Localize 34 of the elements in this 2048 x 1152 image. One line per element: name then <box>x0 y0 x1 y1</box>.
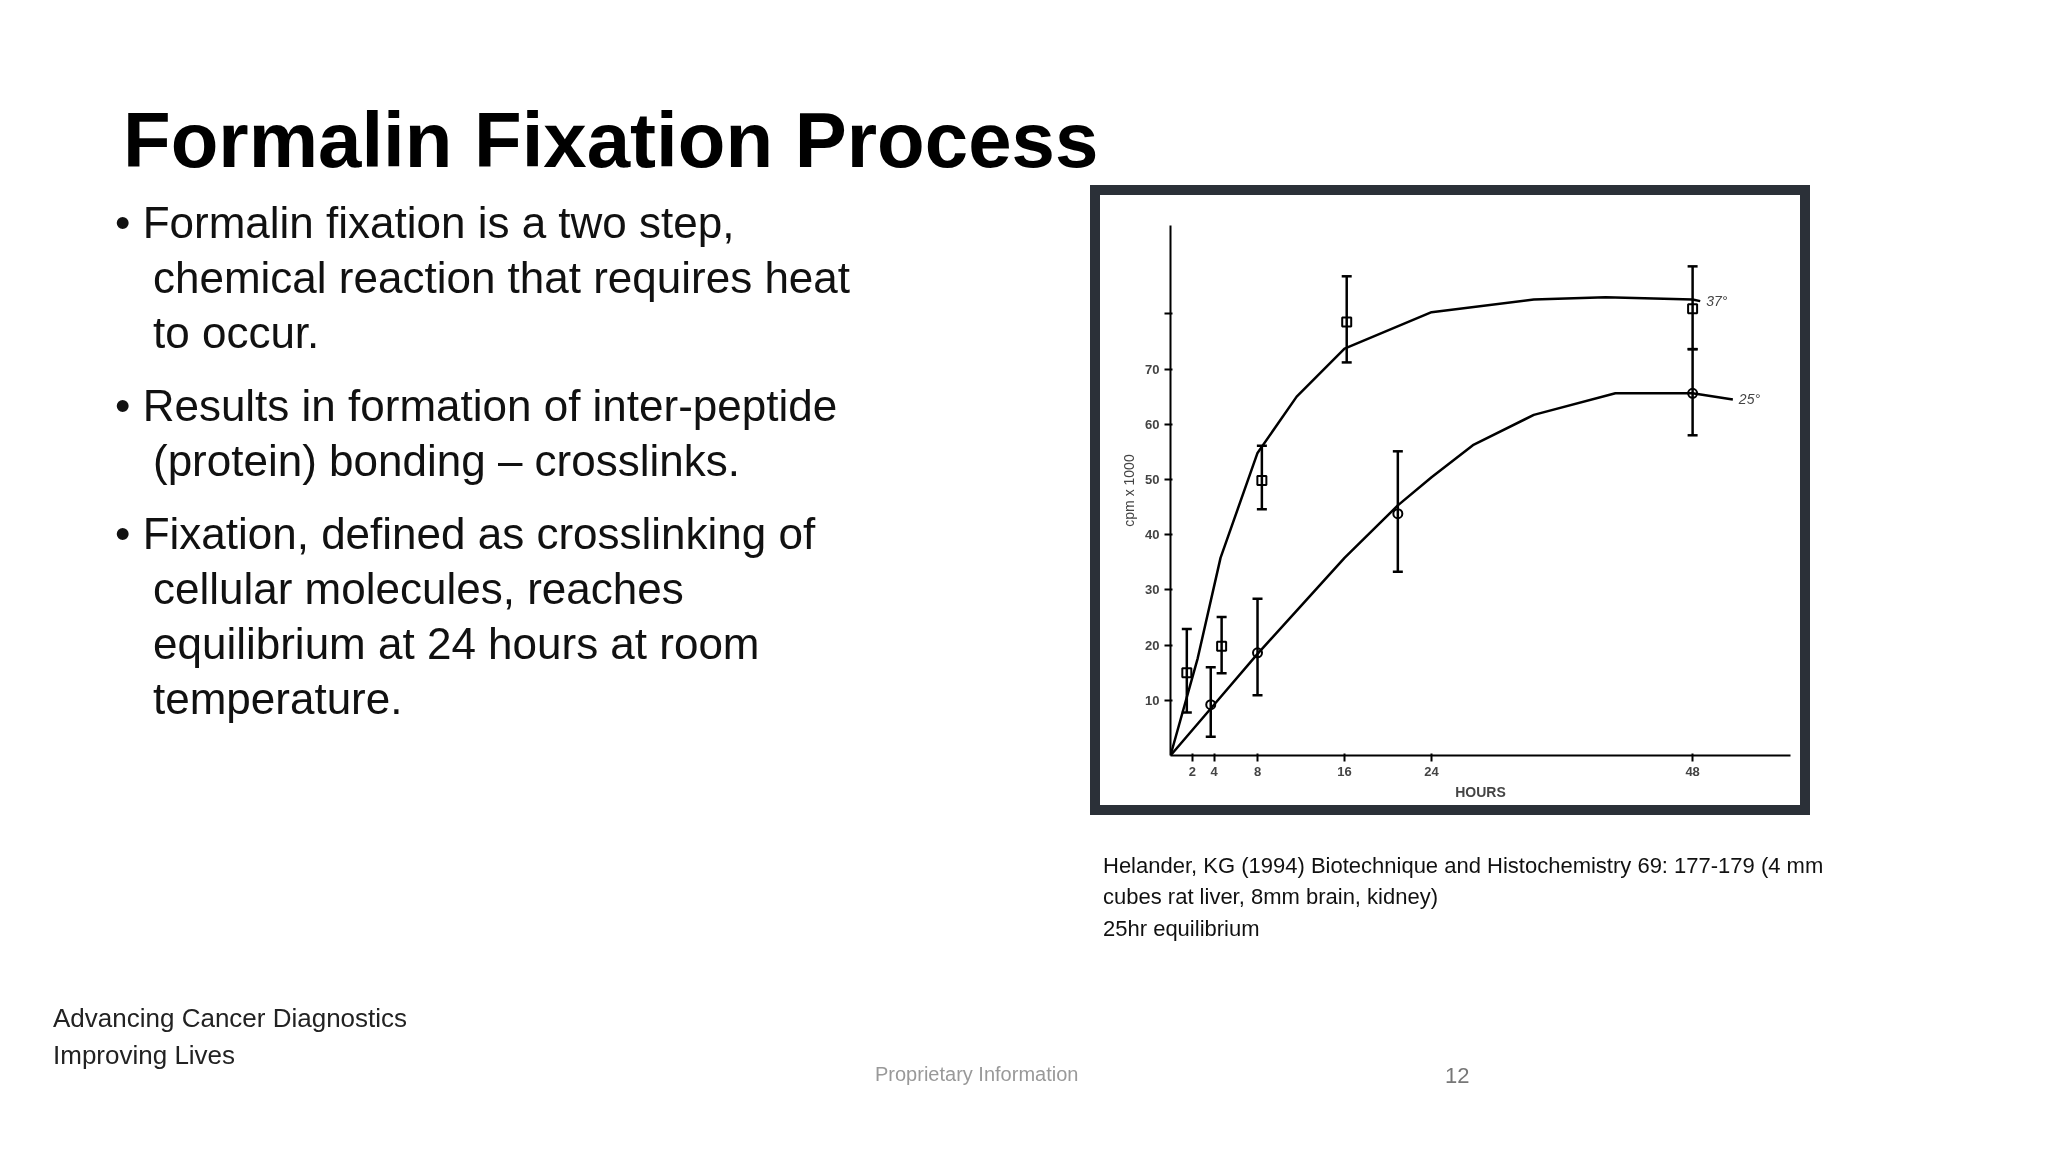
point <box>1687 387 1699 399</box>
y-tick-label: 60 <box>1145 416 1160 432</box>
point <box>1252 647 1264 659</box>
y-tick-label: 20 <box>1145 637 1160 653</box>
text: • Formalin fixation is a two step, chemical reaction that requires heat to occur. <box>115 197 852 359</box>
point <box>1687 303 1699 315</box>
x-tick-label: 48 <box>1685 763 1700 779</box>
x-tick-label: 4 <box>1210 763 1219 779</box>
text: Advancing Cancer Diagnostics Improving Lives <box>53 1002 408 1073</box>
point <box>1341 316 1353 328</box>
y-tick-label: 70 <box>1145 361 1160 377</box>
y-tick-label: 30 <box>1145 582 1160 598</box>
point <box>1216 640 1228 652</box>
series-label: 25° <box>1737 391 1761 408</box>
point <box>1256 475 1268 487</box>
text: Helander, KG (1994) Biotechnique and Histochemistry 69: 177-179 (4 mm cubes rat liver, 8mm brain, kidney) 25hr equilibrium <box>1103 852 1825 943</box>
y-tick-label: 10 <box>1145 692 1160 708</box>
chart-title: Formalin Fixation Process <box>123 95 1099 186</box>
y-tick-label: 40 <box>1145 527 1160 543</box>
y-tick-label: 50 <box>1145 471 1160 487</box>
x-tick-label: 16 <box>1337 763 1352 779</box>
text: Proprietary Information <box>875 1062 1079 1087</box>
text: 12 <box>1445 1062 1470 1090</box>
text: • Fixation, defined as crosslinking of cellular molecules, reaches equilibrium at 24 hours at room temperature. <box>115 508 817 725</box>
point <box>1205 699 1217 711</box>
point <box>1392 508 1404 520</box>
point <box>1181 667 1193 679</box>
x-tick-label: 24 <box>1424 763 1440 779</box>
text: • Results in formation of inter-peptide (protein) bonding – crosslinks. <box>115 380 839 487</box>
series-label: 37° <box>1706 293 1728 310</box>
x-tick-label: 2 <box>1188 763 1196 779</box>
x-tick-label: 8 <box>1253 763 1262 779</box>
y-axis-title: cpm x 1000 <box>1121 454 1138 527</box>
x-axis-title: HOURS <box>1455 783 1506 800</box>
